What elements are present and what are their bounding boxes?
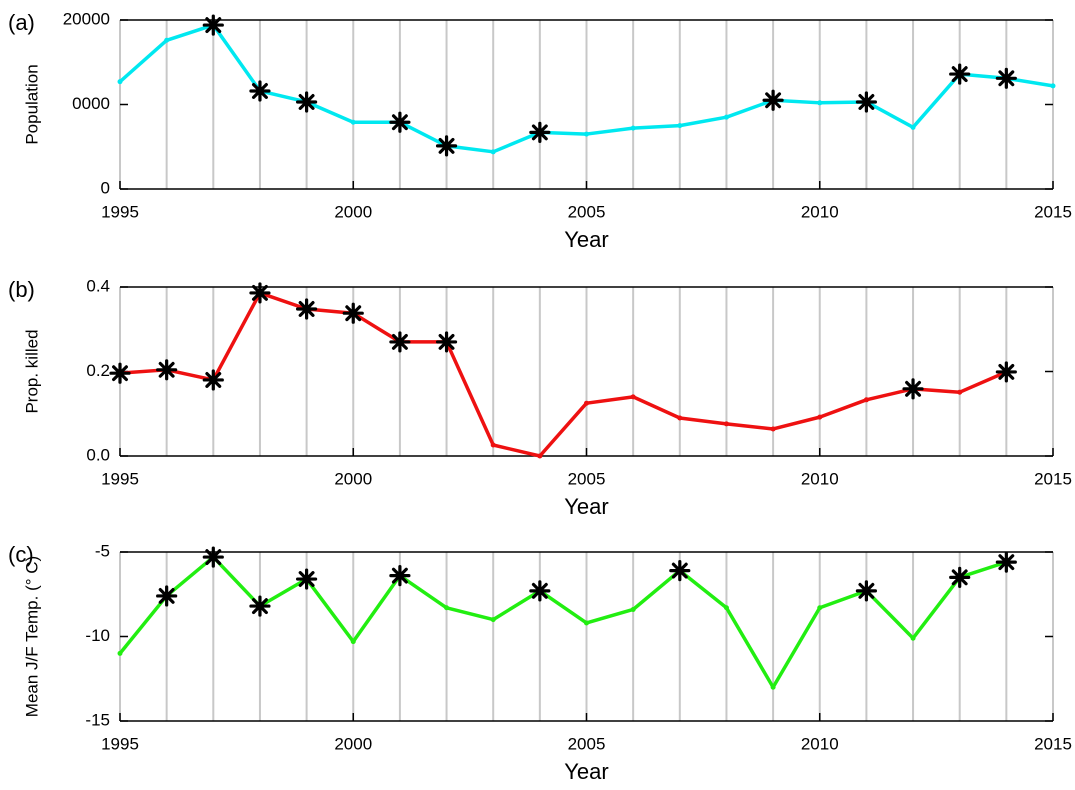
data-point [537,453,543,459]
star-marker [342,302,364,324]
data-point [817,100,823,106]
star-marker [249,282,271,304]
star-marker [762,89,784,111]
data-point [350,119,356,125]
star-marker [202,14,224,36]
panel-label: (b) [8,277,35,302]
star-marker [249,80,271,102]
x-tick-label: 1995 [101,202,139,221]
star-marker [669,559,691,582]
x-axis-label: Year [564,227,608,252]
y-tick-label: 0.2 [86,361,110,380]
data-point [677,415,683,421]
y-axis-label: Population [22,64,41,144]
y-tick-label: 0.0 [86,445,110,464]
data-line [119,291,1008,458]
star-marker [949,63,971,85]
star-marker [949,566,971,588]
data-point [723,421,729,427]
star-marker [389,331,411,353]
data-point [350,639,356,645]
x-tick-label: 2010 [801,469,839,488]
star-marker [296,91,318,113]
x-tick-label: 2015 [1034,469,1072,488]
x-tick-label: 2000 [334,734,372,753]
star-marker [202,369,224,391]
star-marker [529,121,551,143]
data-point [817,414,823,420]
star-marker [435,331,458,353]
data-point [164,37,170,43]
y-tick-label: -5 [95,541,110,560]
data-point [957,389,963,395]
data-point [723,605,729,611]
data-line [118,555,1007,689]
data-point [630,394,636,400]
star-marker [995,551,1017,573]
data-point [490,617,496,623]
star-marker [995,361,1017,383]
star-marker [202,546,224,568]
x-tick-label: 1995 [101,734,139,753]
y-axis-label: Prop. killed [22,329,41,413]
star-marker [156,585,178,607]
data-point [817,605,823,611]
star-marker [855,91,877,113]
data-point [910,124,916,130]
x-tick-label: 2000 [334,469,372,488]
x-tick-label: 2005 [568,734,606,753]
data-point [444,605,450,611]
star-marker [389,565,411,587]
y-tick-label: 0 [101,178,110,197]
data-point [910,635,916,641]
data-point [1050,83,1056,89]
data-point [117,650,123,656]
data-point [723,114,729,120]
panel-label: (a) [8,10,35,35]
x-tick-label: 1995 [101,469,139,488]
star-marker [435,135,458,157]
x-tick-label: 2005 [568,469,606,488]
data-point [770,684,776,690]
x-tick-label: 2015 [1034,734,1072,753]
y-tick-label: 0.4 [86,276,110,295]
y-axis-label: Mean J/F Temp. (° C) [22,556,41,717]
star-marker [855,580,877,602]
x-tick-label: 2010 [801,202,839,221]
star-marker [109,362,131,384]
data-point [584,131,589,137]
star-marker [296,568,318,590]
x-tick-label: 2005 [568,202,606,221]
star-marker [529,580,551,602]
y-tick-label: 20000 [63,9,110,28]
panel-label: (c) [8,542,34,567]
x-tick-label: 2010 [801,734,839,753]
star-marker [389,111,411,133]
y-tick-label: -15 [85,710,110,729]
data-point [630,125,636,131]
data-point [630,606,636,612]
x-tick-label: 2000 [334,202,372,221]
data-point [584,400,589,406]
data-point [770,426,776,432]
y-tick-label: 0000 [72,94,110,113]
data-point [863,397,869,403]
data-point [490,149,496,155]
x-axis-label: Year [564,494,608,519]
data-point [677,123,683,129]
x-tick-label: 2015 [1034,202,1072,221]
data-point [584,620,589,626]
star-marker [156,359,178,381]
star-marker [249,595,271,617]
data-point [117,79,123,85]
data-point [490,442,496,448]
y-tick-label: -10 [85,626,110,645]
star-marker [995,67,1017,89]
x-axis-label: Year [564,759,608,784]
star-marker [296,298,318,320]
star-marker [902,378,924,400]
